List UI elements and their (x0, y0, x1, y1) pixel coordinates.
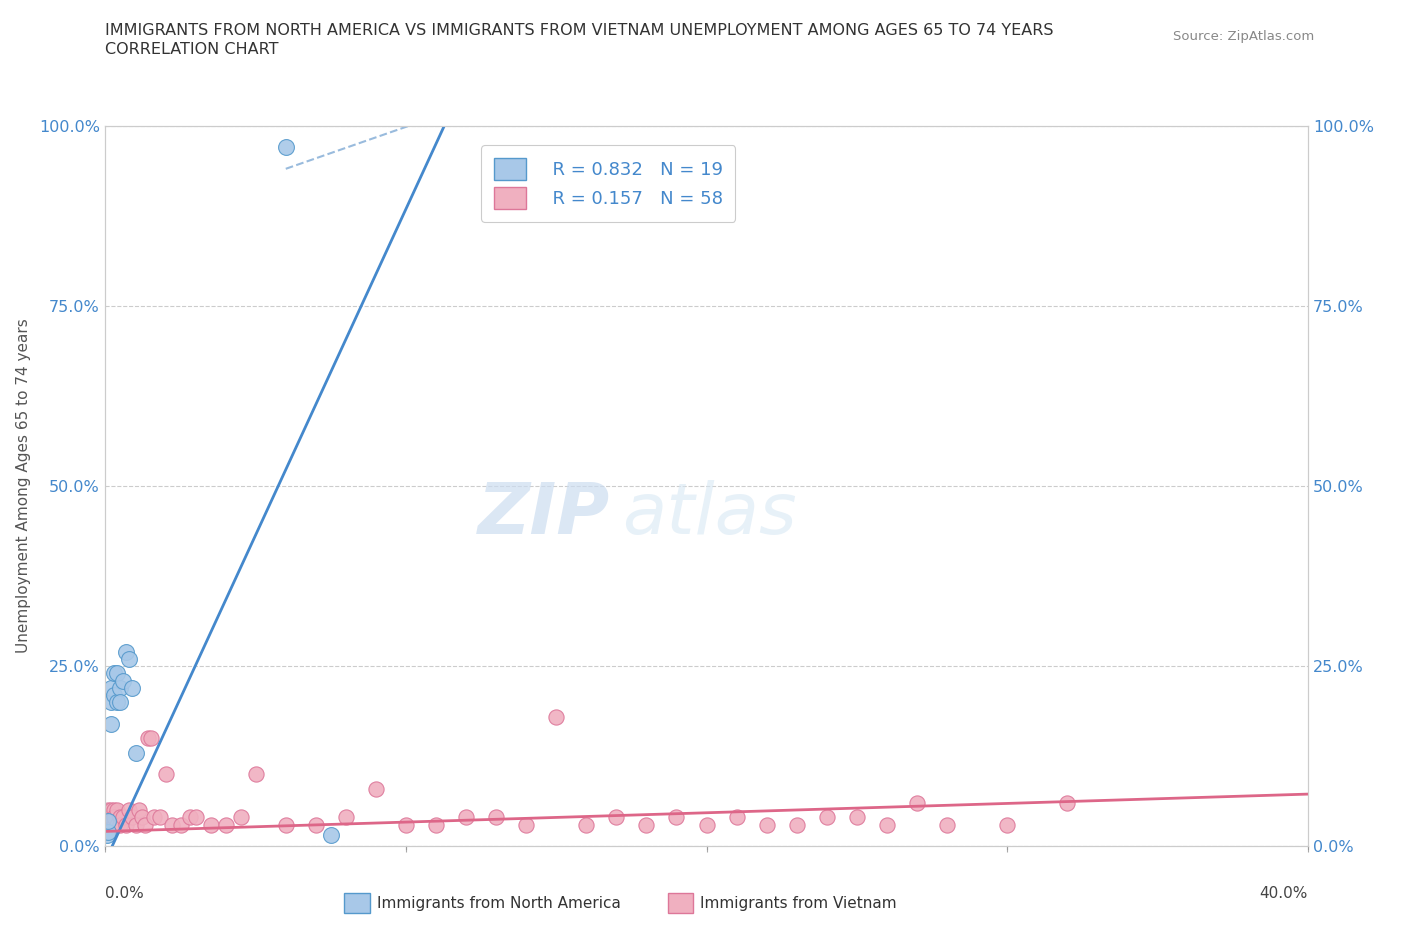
Point (575, 817, 598, 832)
Point (936, 817, 959, 832)
Point (97, 817, 120, 832)
Point (107, 817, 129, 832)
Point (121, 681, 143, 696)
Point (755, 817, 778, 832)
Point (103, 810, 125, 825)
Text: IMMIGRANTS FROM NORTH AMERICA VS IMMIGRANTS FROM VIETNAM UNEMPLOYMENT AMONG AGES: IMMIGRANTS FROM NORTH AMERICA VS IMMIGRA… (105, 23, 1054, 38)
Point (364, 781, 387, 796)
Point (118, 651, 141, 666)
Point (485, 810, 508, 825)
Point (696, 817, 718, 832)
Point (124, 817, 146, 832)
Point (110, 817, 132, 832)
Point (636, 817, 658, 832)
Point (546, 710, 568, 724)
Text: CORRELATION CHART: CORRELATION CHART (105, 42, 278, 57)
Point (112, 673, 135, 688)
Point (100, 681, 122, 696)
Point (103, 817, 125, 832)
Point (96, 817, 118, 832)
Point (110, 695, 132, 710)
Point (905, 796, 928, 811)
Point (305, 817, 328, 832)
Point (200, 817, 222, 832)
Point (107, 803, 129, 817)
Point (107, 695, 129, 710)
Point (100, 695, 122, 710)
Point (319, 828, 342, 843)
Point (786, 817, 808, 832)
Point (142, 810, 165, 825)
Text: Immigrants from Vietnam: Immigrants from Vietnam (700, 896, 897, 910)
Point (128, 803, 150, 817)
Point (100, 810, 122, 825)
Point (112, 810, 135, 825)
Text: Immigrants from North America: Immigrants from North America (377, 896, 620, 910)
Point (131, 810, 153, 825)
Point (96, 828, 118, 843)
Point (110, 810, 132, 825)
Point (155, 766, 177, 781)
Point (110, 681, 132, 696)
Point (139, 731, 162, 746)
Point (100, 803, 122, 817)
Point (274, 817, 297, 832)
Point (665, 810, 688, 825)
Point (115, 644, 138, 659)
Text: Source: ZipAtlas.com: Source: ZipAtlas.com (1174, 30, 1315, 43)
Point (103, 687, 125, 702)
Point (815, 810, 838, 825)
Point (148, 810, 170, 825)
Point (454, 810, 477, 825)
Text: atlas: atlas (623, 480, 797, 550)
Point (121, 810, 143, 825)
Point (995, 817, 1018, 832)
Point (425, 817, 447, 832)
Text: 40.0%: 40.0% (1260, 886, 1308, 901)
Point (136, 731, 159, 746)
Point (107, 666, 129, 681)
Point (179, 810, 201, 825)
Y-axis label: Unemployment Among Ages 65 to 74 years: Unemployment Among Ages 65 to 74 years (15, 319, 31, 653)
Text: 0.0%: 0.0% (105, 886, 145, 901)
Point (395, 817, 418, 832)
Point (229, 810, 252, 825)
Point (274, 140, 297, 154)
Point (845, 810, 868, 825)
Point (115, 817, 138, 832)
Point (97, 825, 120, 840)
Point (245, 766, 267, 781)
Point (118, 803, 141, 817)
Point (103, 666, 125, 681)
Point (100, 716, 122, 731)
Point (134, 817, 156, 832)
Point (169, 817, 191, 832)
Point (103, 803, 125, 817)
Point (335, 810, 357, 825)
Text: ZIP: ZIP (478, 480, 610, 550)
Point (97, 814, 120, 829)
Point (124, 745, 146, 760)
Point (160, 817, 183, 832)
Point (725, 810, 748, 825)
Point (605, 810, 627, 825)
Point (97, 803, 120, 817)
Point (1056, 796, 1078, 811)
Point (184, 810, 207, 825)
Point (515, 817, 537, 832)
Legend:   R = 0.832   N = 19,   R = 0.157   N = 58: R = 0.832 N = 19, R = 0.157 N = 58 (481, 145, 735, 222)
Point (876, 817, 898, 832)
Point (214, 817, 236, 832)
